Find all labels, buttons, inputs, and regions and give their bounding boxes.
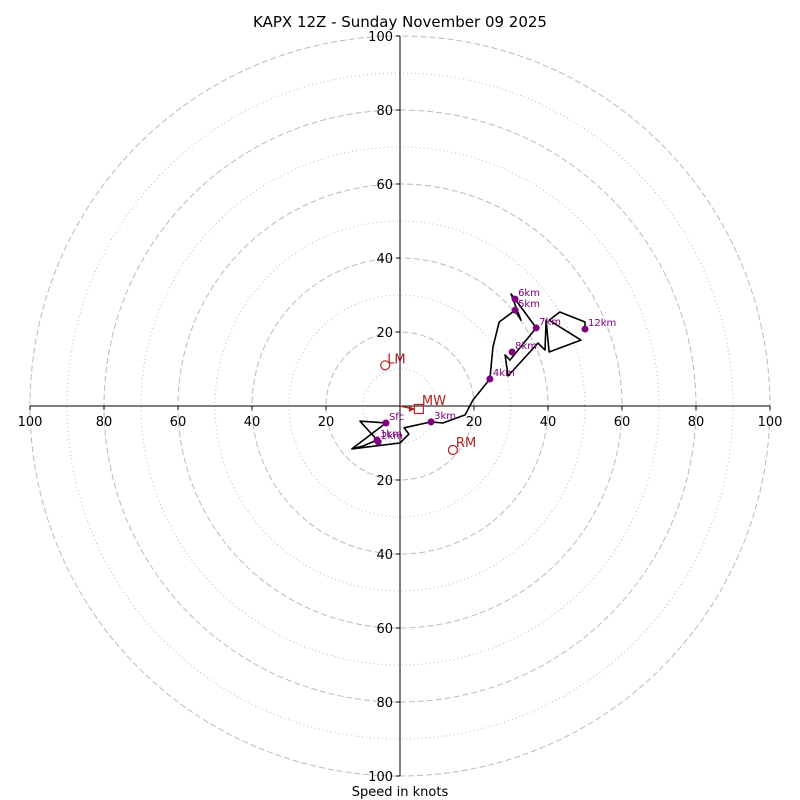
x-tick-label: 100 <box>18 415 43 430</box>
y-tick-label: 80 <box>376 696 393 711</box>
x-tick-label: 40 <box>244 415 261 430</box>
left-mover-marker <box>380 360 391 371</box>
x-tick-label: 60 <box>170 415 187 430</box>
level-point <box>427 418 435 426</box>
mean-wind-arrowhead <box>408 405 415 412</box>
mean-wind-marker <box>413 403 424 415</box>
x-tick-label: 60 <box>614 415 631 430</box>
level-point <box>508 348 516 356</box>
x-tick-label: 20 <box>318 415 335 430</box>
x-tick-label: 80 <box>96 415 113 430</box>
y-tick-label: 100 <box>368 30 393 45</box>
level-point <box>486 375 494 383</box>
right-mover-label: RM <box>456 436 476 451</box>
hodograph-trace <box>351 293 586 450</box>
level-label: Sfc <box>389 412 404 423</box>
level-point <box>382 419 390 427</box>
level-label: 1km <box>380 429 402 440</box>
y-tick-label: 20 <box>376 474 393 489</box>
level-label: 5km <box>518 299 540 310</box>
x-axis-label: Speed in knots <box>352 785 449 800</box>
level-label: 4km <box>493 368 515 379</box>
x-tick-label: 100 <box>758 415 783 430</box>
level-point <box>532 324 540 332</box>
x-tick-label: 20 <box>466 415 483 430</box>
level-label: 7km <box>539 317 561 328</box>
y-tick-label: 40 <box>376 548 393 563</box>
y-tick-label: 100 <box>368 770 393 785</box>
level-point <box>511 306 519 314</box>
x-tick-label: 40 <box>540 415 557 430</box>
storm-motion-markers: MW LM RM <box>380 352 476 456</box>
x-tick-label: 80 <box>688 415 705 430</box>
y-tick-label: 80 <box>376 104 393 119</box>
y-tick-label: 60 <box>376 178 393 193</box>
level-label: 12km <box>588 318 616 329</box>
hodograph-line <box>351 293 586 450</box>
level-point <box>511 295 519 303</box>
chart-title: KAPX 12Z - Sunday November 09 2025 <box>253 13 547 31</box>
tick-labels: 100 80 60 40 20 20 40 60 80 100 100 80 60 40 20 20 40 60 8… <box>18 30 783 785</box>
y-tick-label: 20 <box>376 326 393 341</box>
level-label: 8km <box>515 341 537 352</box>
level-point <box>581 325 589 333</box>
level-point <box>374 438 382 446</box>
y-tick-label: 60 <box>376 622 393 637</box>
level-label: 6km <box>518 288 540 299</box>
left-mover-label: LM <box>387 352 405 367</box>
y-tick-label: 40 <box>376 252 393 267</box>
right-mover-marker <box>447 444 459 456</box>
mean-wind-label: MW <box>422 394 446 409</box>
level-label: 3km <box>434 411 456 422</box>
level-label: 2km <box>381 431 403 442</box>
